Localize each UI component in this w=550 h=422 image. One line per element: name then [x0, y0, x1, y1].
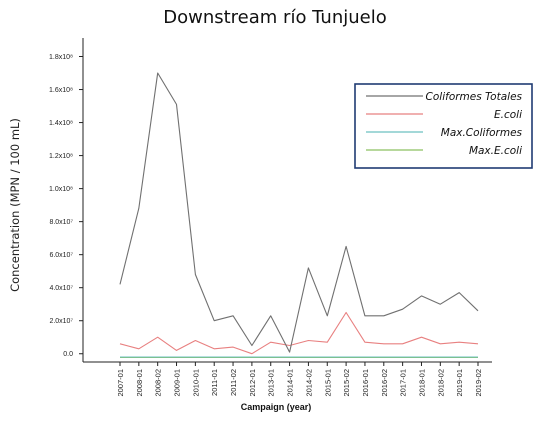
x-tick-label: 2014-02 — [304, 369, 313, 397]
series-line-coliformes-totales — [119, 72, 479, 353]
y-tick-label: 8.0x10⁷ — [49, 219, 73, 226]
x-tick-label: 2018-02 — [436, 369, 445, 397]
x-tick-label: 2015-01 — [323, 369, 332, 397]
y-ticks: 0.0 2.0x10⁷ 4.0x10⁷ 6.0x10⁷ 8.0x10⁷ 1.0x10⁸ 1.… — [49, 54, 83, 358]
legend-label: Coliformes Totales — [426, 91, 523, 103]
x-tick-label: 2015-02 — [342, 369, 351, 397]
x-tick-label: 2018-01 — [417, 369, 426, 397]
series-group — [119, 72, 479, 358]
x-ticks: 2007-01 2008-01 2008-02 2009-01 2010-01 2011-… — [116, 362, 483, 397]
y-tick-label: 0.0 — [63, 351, 73, 358]
y-tick-label: 2.0x10⁷ — [49, 318, 73, 325]
chart-title: Downstream río Tunjuelo — [163, 7, 387, 28]
axes — [82, 38, 492, 363]
y-tick-label: 1.2x10⁸ — [49, 153, 73, 160]
x-tick-label: 2012-01 — [248, 369, 257, 397]
x-tick-label: 2007-01 — [116, 369, 125, 397]
legend-label: E.coli — [494, 109, 522, 121]
x-tick-label: 2017-01 — [399, 369, 408, 397]
x-tick-label: 2013-01 — [267, 369, 276, 397]
x-tick-label: 2014-01 — [286, 369, 295, 397]
y-axis-label: Concentration (MPN / 100 mL) — [8, 118, 22, 292]
x-tick-label: 2019-01 — [455, 369, 464, 397]
x-axis-label: Campaign (year) — [241, 402, 312, 412]
legend: Coliformes Totales E.coli Max.Coliformes Ma… — [354, 83, 533, 169]
x-tick-label: 2011-02 — [229, 369, 238, 396]
y-tick-label: 6.0x10⁷ — [49, 252, 73, 259]
y-tick-label: 4.0x10⁷ — [49, 285, 73, 292]
x-tick-label: 2016-01 — [361, 369, 370, 397]
legend-label: Max.E.coli — [469, 145, 522, 157]
y-tick-label: 1.8x10⁸ — [49, 54, 73, 61]
y-tick-label: 1.0x10⁸ — [49, 186, 73, 193]
x-tick-label: 2010-01 — [191, 369, 200, 397]
y-tick-label: 1.4x10⁸ — [49, 120, 73, 127]
x-tick-label: 2009-01 — [173, 369, 182, 397]
x-tick-label: 2008-01 — [135, 369, 144, 397]
x-tick-label: 2016-02 — [380, 369, 389, 397]
legend-box — [354, 83, 533, 169]
x-tick-label: 2019-02 — [474, 369, 483, 397]
legend-label: Max.Coliformes — [441, 127, 523, 139]
series-line-e-coli — [119, 311, 479, 355]
y-tick-label: 1.6x10⁸ — [49, 87, 73, 94]
x-tick-label: 2011-01 — [210, 369, 219, 396]
x-tick-label: 2008-02 — [154, 369, 163, 397]
